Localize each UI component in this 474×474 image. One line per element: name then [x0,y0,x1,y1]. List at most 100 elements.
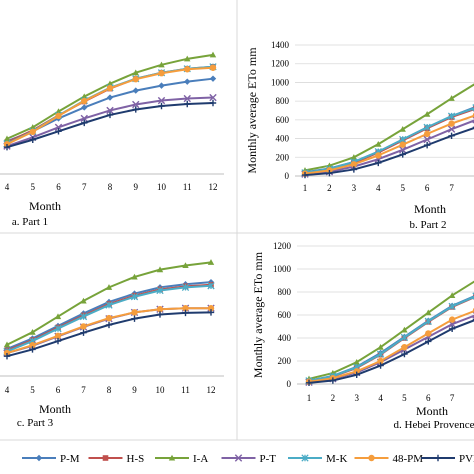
data-point [105,321,113,329]
series-48-pm [301,112,474,177]
data-point [423,111,431,117]
panel-caption: c. Part 3 [17,417,54,429]
data-point [209,93,217,102]
data-point [448,302,456,311]
data-point [401,326,408,333]
legend-marker [301,454,309,462]
legend-marker [434,454,442,462]
data-point [350,166,358,173]
data-point [105,301,113,309]
data-point [157,96,166,105]
data-point [29,136,36,143]
data-point [447,112,456,120]
data-point [184,66,191,73]
data-point [3,352,11,360]
data-point [399,141,406,148]
x-tick-label: 1 [303,183,308,193]
data-point [106,94,114,101]
data-point [207,309,215,316]
x-tick-label: 4 [5,385,10,395]
data-point [424,317,432,325]
data-point [29,124,36,130]
data-point [106,111,114,119]
series-line [304,119,474,176]
data-point [401,350,408,358]
data-point [182,309,189,317]
x-axis-label: Month [416,404,448,418]
data-point [132,106,139,113]
data-point [423,135,431,144]
legend-label: M-K [326,453,347,465]
y-axis-label: Monthly average ETo mm [245,47,259,174]
data-point [54,324,62,333]
legend-label: I-A [193,453,208,465]
data-point [399,146,407,154]
y-tick-label: 800 [278,287,292,297]
data-point [401,344,408,351]
data-point [131,309,138,316]
data-point [29,329,36,335]
panel-borders [0,0,474,441]
x-axis-label: Month [414,202,446,216]
data-point [399,126,406,132]
data-point [207,305,215,312]
data-point [182,262,189,269]
legend-label: P-T [260,453,277,465]
x-axis-label: Month [29,199,61,213]
data-point [105,314,113,322]
data-point [353,371,360,378]
data-point [353,358,360,365]
y-tick-label: 200 [278,356,292,366]
y-tick-label: 1000 [273,264,292,274]
data-point [3,341,11,348]
y-tick-label: 1400 [271,40,290,50]
data-point [105,284,113,290]
data-point [182,305,189,312]
data-point [55,112,62,120]
data-point [29,128,36,136]
data-point [106,106,114,115]
data-point [55,128,62,135]
x-tick-label: 7 [82,182,87,192]
legend-label: PVB [459,453,474,465]
legend-label: P-M [60,453,80,465]
chart-panel-1: 4 5 6 7 8 9 10 11 12 Month a. Part 1 [0,51,224,228]
x-tick-label: 5 [402,393,407,403]
data-point [399,151,406,158]
data-point [353,368,360,375]
data-point [375,152,382,159]
data-point [377,362,384,369]
x-tick-label: 4 [376,183,381,193]
series-48-pm [3,64,217,148]
data-point [425,338,432,345]
data-point [375,140,382,147]
data-point [3,135,11,142]
chart-panel-2: 0 200 400 600 800 1000 1200 1400 Monthly average… [245,40,474,231]
y-tick-label: 400 [276,134,290,144]
data-point [3,143,11,151]
x-tick-label: 12 [209,182,218,192]
data-point [158,70,165,77]
data-point [54,123,63,132]
x-tick-label: 10 [156,385,166,395]
y-tick-label: 200 [276,152,290,162]
data-point [184,55,191,62]
data-point [131,315,138,322]
x-tick-label: 4 [5,182,10,192]
x-tick-label: 2 [331,393,336,403]
series-line [304,126,474,177]
series-line [308,310,474,383]
legend-marker [168,454,176,461]
x-tick-label: 6 [426,393,431,403]
legend-item-p-t: P-T [221,453,277,465]
y-tick-label: 1200 [271,59,290,69]
data-point [448,120,455,127]
data-point [425,309,432,316]
x-tick-label: 3 [352,183,357,193]
data-point [55,108,62,115]
series-line [308,319,474,384]
y-tick-label: 0 [287,379,292,389]
data-point [81,119,88,127]
